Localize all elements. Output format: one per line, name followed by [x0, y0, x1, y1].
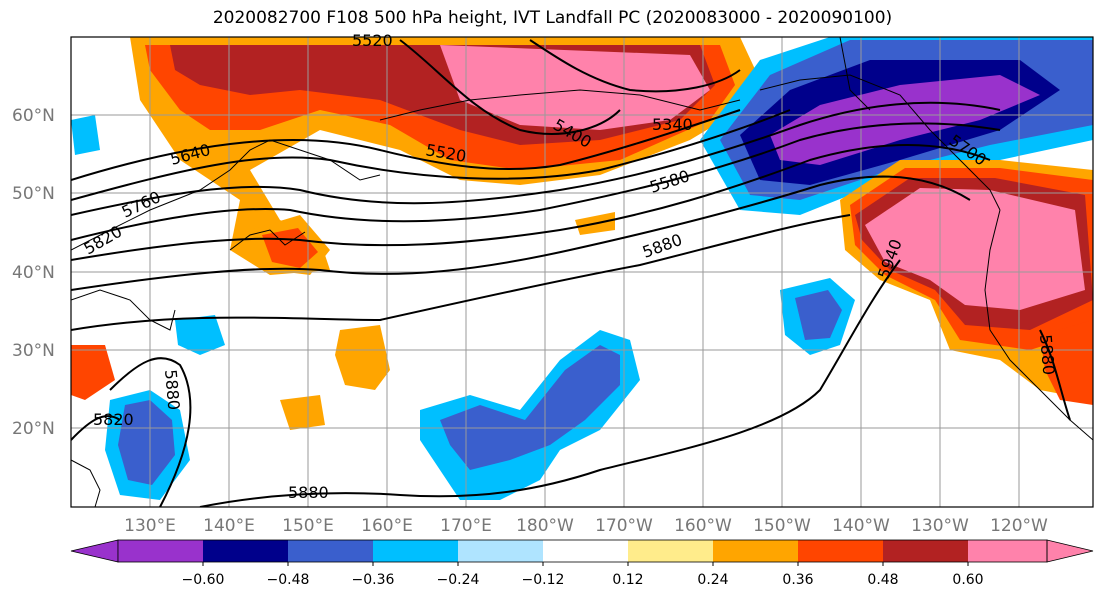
- longitude-labels: 130°E 140°E 150°E 160°E 170°E 180°W 170°…: [124, 516, 1048, 536]
- height-contours: [71, 39, 1071, 507]
- lon-label: 120°W: [990, 516, 1048, 536]
- colorbar-segment: [628, 540, 713, 562]
- lon-label: 150°E: [282, 516, 334, 536]
- contour-label: 5520: [352, 31, 393, 50]
- negative-anomaly-gulf-of-alaska-max: [770, 75, 1040, 165]
- contour-label: 5880: [288, 483, 329, 502]
- lat-label: 40°N: [12, 263, 55, 283]
- colorbar-segment: [968, 540, 1047, 562]
- positive-anomaly-subtropics: [335, 325, 390, 390]
- lon-label: 170°E: [440, 516, 492, 536]
- colorbar-segment: [118, 540, 203, 562]
- lon-label: 180°W: [516, 516, 574, 536]
- colorbar-tick-label: −0.24: [437, 572, 480, 588]
- colorbar-tick-label: −0.36: [352, 572, 395, 588]
- colorbar-segment: [288, 540, 373, 562]
- colorbar-tick-label: 0.24: [697, 572, 728, 588]
- lon-label: 170°W: [595, 516, 653, 536]
- colorbar-segment: [713, 540, 798, 562]
- lat-label: 50°N: [12, 184, 55, 204]
- colorbar-tick-label: 0.48: [867, 572, 898, 588]
- lon-label: 160°W: [674, 516, 732, 536]
- lon-label: 160°E: [361, 516, 413, 536]
- lon-label: 140°E: [203, 516, 255, 536]
- colorbar-tick-label: −0.60: [182, 572, 225, 588]
- negative-anomaly-central-pacific-core: [440, 345, 620, 470]
- lat-label: 60°N: [12, 106, 55, 126]
- positive-anomaly-subtropics-2: [280, 395, 325, 430]
- positive-anomaly-north-pacific-max: [440, 45, 710, 130]
- latitude-labels: 60°N 50°N 40°N 30°N 20°N: [12, 106, 55, 439]
- contour-label: 5880: [1036, 334, 1058, 376]
- contour-label: 5340: [652, 115, 693, 134]
- coastlines: [71, 37, 1093, 507]
- contour-label: 5880: [161, 369, 183, 411]
- lat-label: 20°N: [12, 419, 55, 439]
- colorbar-segment: [543, 540, 628, 562]
- lon-label: 130°W: [911, 516, 969, 536]
- lon-label: 140°W: [832, 516, 890, 536]
- colorbar-tick-label: 0.12: [612, 572, 643, 588]
- colorbar: −0.60 −0.48 −0.36 −0.24 −0.12 0.12 0.24 …: [70, 539, 1094, 588]
- colorbar-segment: [883, 540, 968, 562]
- map-frame: [70, 36, 1094, 508]
- colorbar-segment: [458, 540, 543, 562]
- colorbar-tick-label: 0.36: [782, 572, 813, 588]
- map-title: 2020082700 F108 500 hPa height, IVT Land…: [212, 8, 893, 28]
- negative-anomaly-west-pacific-core: [118, 400, 175, 485]
- colorbar-tick-label: −0.12: [522, 572, 565, 588]
- colorbar-extend-right: [1046, 539, 1094, 563]
- positive-anomaly-west-edge: [71, 345, 115, 400]
- positive-anomaly-west-coast-max: [865, 188, 1085, 310]
- colorbar-tick-label: 0.60: [952, 572, 983, 588]
- ivt-shading: [71, 37, 1093, 500]
- positive-anomaly-mexico: [1040, 320, 1093, 405]
- colorbar-segment: [798, 540, 883, 562]
- negative-anomaly-hawaii-east-core: [795, 290, 842, 340]
- negative-anomaly-east-china: [175, 315, 225, 355]
- colorbar-extend-left: [70, 539, 119, 563]
- lat-label: 30°N: [12, 341, 55, 361]
- lon-label: 130°E: [124, 516, 176, 536]
- colorbar-tick-label: −0.48: [267, 572, 310, 588]
- contour-label: 5820: [93, 410, 134, 429]
- negative-anomaly-nw-pacific-small: [71, 115, 100, 155]
- lon-label: 150°W: [753, 516, 811, 536]
- colorbar-segment: [203, 540, 288, 562]
- colorbar-segment: [373, 540, 458, 562]
